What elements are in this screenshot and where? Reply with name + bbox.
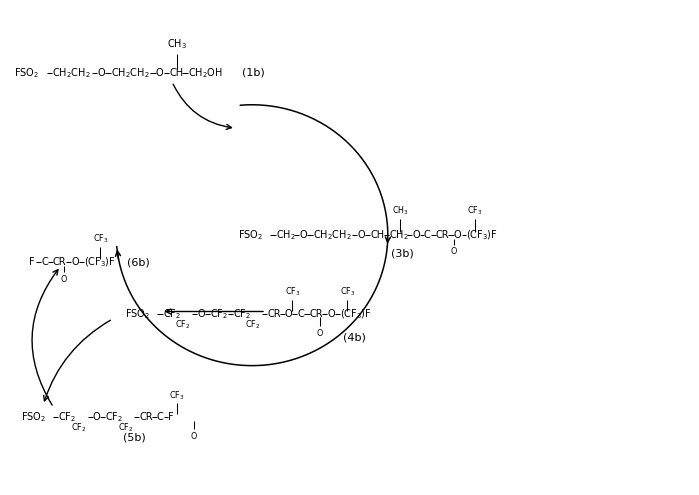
Text: CF$_2$: CF$_2$ xyxy=(175,318,191,331)
Text: (6b): (6b) xyxy=(127,257,150,267)
Text: CF$_2$: CF$_2$ xyxy=(245,318,260,331)
Text: CF$_3$: CF$_3$ xyxy=(92,232,108,245)
Text: CF$_2$: CF$_2$ xyxy=(210,307,228,321)
Text: O: O xyxy=(284,309,292,319)
Text: CF$_2$: CF$_2$ xyxy=(163,307,181,321)
Text: CH$_3$: CH$_3$ xyxy=(392,204,409,217)
Text: O: O xyxy=(61,275,67,284)
Text: CF$_2$: CF$_2$ xyxy=(105,410,123,424)
Text: FSO$_2$: FSO$_2$ xyxy=(14,66,39,80)
Text: CF$_3$: CF$_3$ xyxy=(169,389,185,401)
Text: CR: CR xyxy=(267,309,281,319)
Text: F: F xyxy=(168,412,174,422)
Text: O: O xyxy=(317,329,323,338)
Text: O: O xyxy=(454,230,461,240)
Text: O: O xyxy=(357,230,365,240)
Text: O: O xyxy=(412,230,420,240)
Text: C: C xyxy=(297,309,304,319)
Text: FSO$_2$: FSO$_2$ xyxy=(125,307,150,321)
Text: (3b): (3b) xyxy=(391,249,414,259)
Text: CF$_3$: CF$_3$ xyxy=(340,286,355,298)
Text: CH: CH xyxy=(370,230,384,240)
Text: O: O xyxy=(156,68,164,78)
Text: CH: CH xyxy=(169,68,183,78)
Text: F: F xyxy=(29,257,35,267)
Text: CR: CR xyxy=(53,257,66,267)
Text: (CF$_3$)F: (CF$_3$)F xyxy=(466,228,498,242)
Text: CH$_2$: CH$_2$ xyxy=(275,228,296,242)
Text: (1b): (1b) xyxy=(242,68,264,78)
Text: CH$_2$CH$_2$: CH$_2$CH$_2$ xyxy=(110,66,150,80)
Text: CR: CR xyxy=(139,412,153,422)
Text: (5b): (5b) xyxy=(123,432,146,442)
Text: CH$_2$CH$_2$: CH$_2$CH$_2$ xyxy=(312,228,352,242)
Text: CH$_2$: CH$_2$ xyxy=(389,228,409,242)
Text: O: O xyxy=(190,432,196,441)
Text: CF$_2$: CF$_2$ xyxy=(59,410,77,424)
Text: C: C xyxy=(41,257,48,267)
Text: CH$_2$CH$_2$: CH$_2$CH$_2$ xyxy=(52,66,91,80)
Text: O: O xyxy=(327,309,335,319)
Text: (CF$_3$)F: (CF$_3$)F xyxy=(84,255,115,269)
Text: O: O xyxy=(71,257,78,267)
Text: C: C xyxy=(157,412,164,422)
Text: FSO$_2$: FSO$_2$ xyxy=(21,410,46,424)
Text: O: O xyxy=(451,248,457,256)
Text: CF$_2$: CF$_2$ xyxy=(71,422,86,435)
Text: CF$_3$: CF$_3$ xyxy=(284,286,300,298)
Text: O: O xyxy=(299,230,307,240)
Text: (4b): (4b) xyxy=(343,333,366,343)
Text: CR: CR xyxy=(310,309,324,319)
Text: CH$_2$OH: CH$_2$OH xyxy=(188,66,223,80)
Text: CR: CR xyxy=(436,230,449,240)
Text: O: O xyxy=(92,412,100,422)
Text: O: O xyxy=(197,309,205,319)
Text: CF$_3$: CF$_3$ xyxy=(467,204,482,217)
Text: CF$_2$: CF$_2$ xyxy=(233,307,251,321)
Text: O: O xyxy=(97,68,105,78)
Text: CF$_2$: CF$_2$ xyxy=(117,422,133,435)
Text: C: C xyxy=(424,230,431,240)
Text: (CF$_3$)F: (CF$_3$)F xyxy=(340,307,372,321)
Text: CH$_3$: CH$_3$ xyxy=(167,37,187,50)
Text: FSO$_2$: FSO$_2$ xyxy=(238,228,264,242)
